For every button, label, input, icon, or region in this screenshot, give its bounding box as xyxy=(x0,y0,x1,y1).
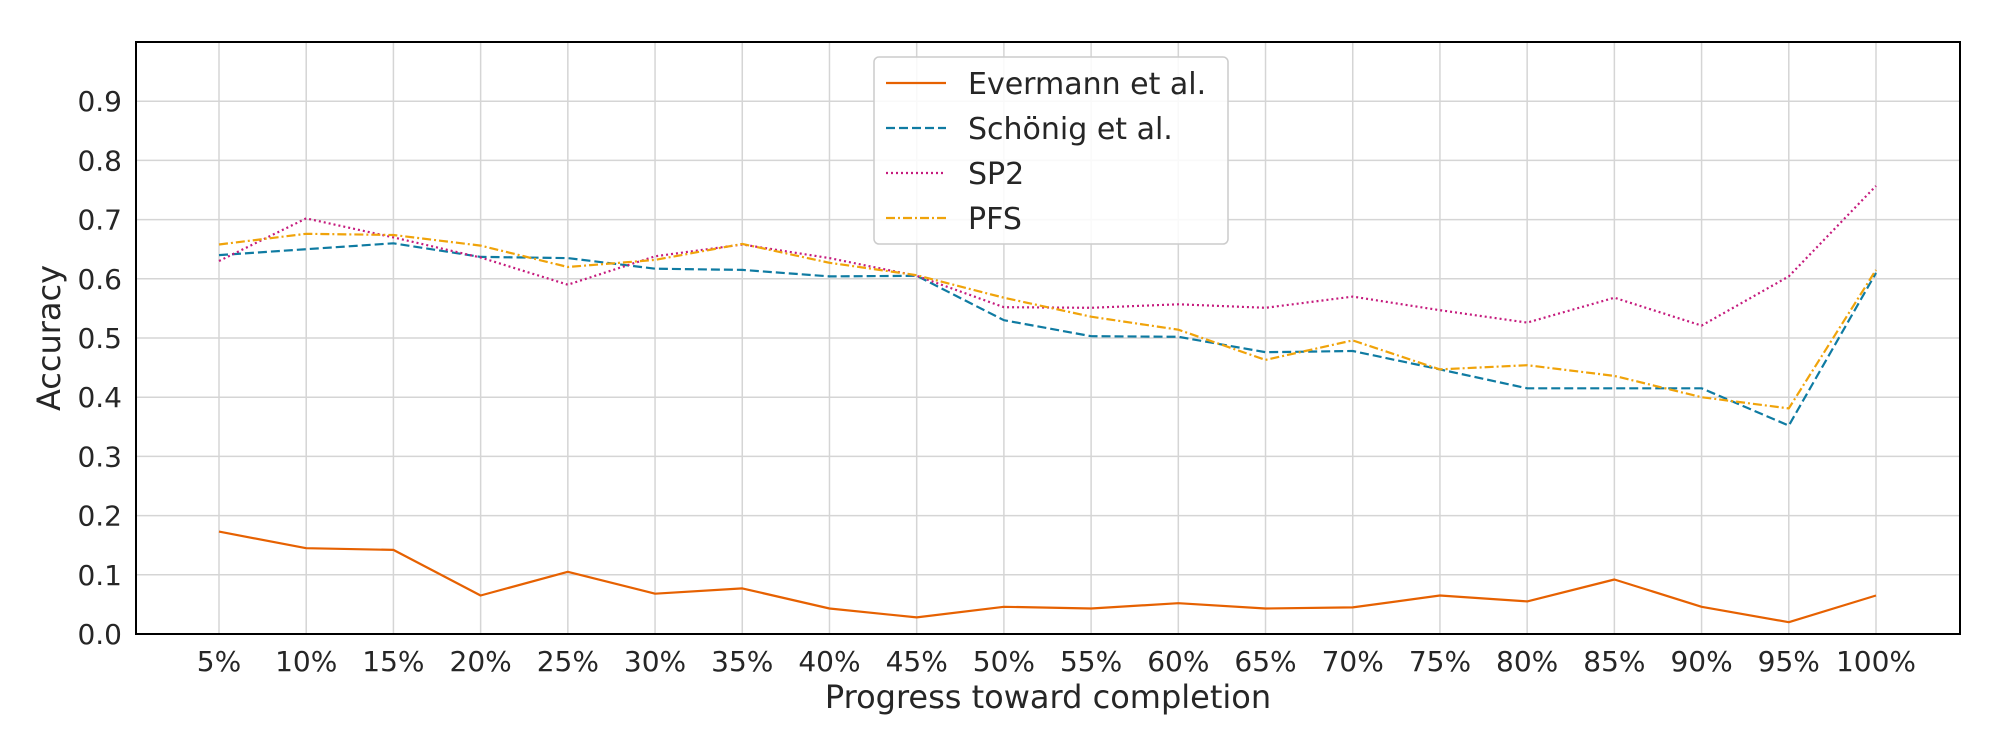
y-tick-label: 0.6 xyxy=(77,263,122,296)
x-tick-label: 90% xyxy=(1670,645,1732,678)
x-tick-label: 30% xyxy=(624,645,686,678)
x-tick-label: 45% xyxy=(886,645,948,678)
y-tick-label: 0.0 xyxy=(77,618,122,651)
x-tick-label: 35% xyxy=(711,645,773,678)
series-line xyxy=(218,232,1877,410)
series-line xyxy=(218,242,1877,427)
x-tick-label: 5% xyxy=(197,645,241,678)
y-tick-label: 0.5 xyxy=(77,322,122,355)
legend-label: Evermann et al. xyxy=(968,67,1206,102)
x-tick-label: 80% xyxy=(1496,645,1558,678)
y-tick-label: 0.9 xyxy=(77,85,122,118)
series-line xyxy=(218,530,1877,624)
y-tick-label: 0.7 xyxy=(77,204,122,237)
series-lines xyxy=(218,185,1877,624)
y-tick-label: 0.8 xyxy=(77,144,122,177)
x-tick-label: 60% xyxy=(1147,645,1209,678)
y-tick-label: 0.3 xyxy=(77,440,122,473)
plot-area-frame xyxy=(135,41,1961,635)
x-tick-label: 70% xyxy=(1322,645,1384,678)
legend-label: SP2 xyxy=(968,157,1024,192)
x-tick-label: 50% xyxy=(973,645,1035,678)
legend: Evermann et al. Schönig et al. SP2 PFS xyxy=(873,56,1229,245)
legend-box xyxy=(873,56,1229,245)
y-tick-label: 0.1 xyxy=(77,559,122,592)
x-tick-label: 85% xyxy=(1583,645,1645,678)
y-axis-tick-labels: 0.0 0.1 0.2 0.3 0.4 0.5 0.6 0.7 0.8 0.9 xyxy=(77,85,122,651)
x-tick-label: 10% xyxy=(275,645,337,678)
x-tick-label: 75% xyxy=(1409,645,1471,678)
x-tick-label: 95% xyxy=(1758,645,1820,678)
x-axis-tick-labels: 5% 10% 15% 20% 25% 30% 35% 40% 45% 50% 55% 60% 65% 70… xyxy=(197,645,1916,678)
legend-label: Schönig et al. xyxy=(968,112,1173,147)
x-tick-label: 15% xyxy=(362,645,424,678)
x-tick-label: 25% xyxy=(537,645,599,678)
y-tick-label: 0.2 xyxy=(77,500,122,533)
x-tick-label: 40% xyxy=(798,645,860,678)
legend-label: PFS xyxy=(968,202,1022,237)
y-axis-label: Accuracy xyxy=(30,265,68,411)
x-tick-label: 65% xyxy=(1234,645,1296,678)
x-tick-label: 100% xyxy=(1836,645,1916,678)
x-axis-label: Progress toward completion xyxy=(825,678,1271,716)
x-tick-label: 55% xyxy=(1060,645,1122,678)
y-tick-label: 0.4 xyxy=(77,381,122,414)
x-tick-label: 20% xyxy=(450,645,512,678)
